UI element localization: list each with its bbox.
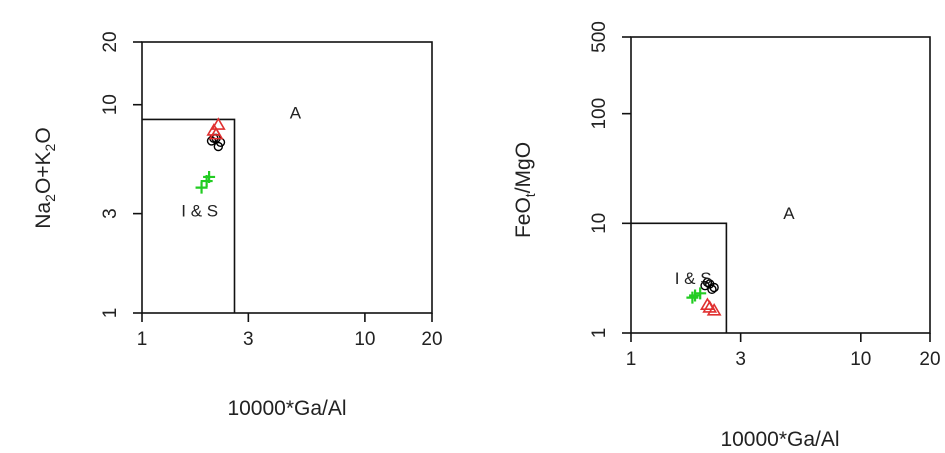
y-tick-label: 1: [100, 308, 121, 319]
y-tick-label: 1: [589, 328, 610, 339]
chart-panel-1: 1 3 10 20 1 3 10 20 A I & S 10000*Ga/Al Na2O+K2…: [32, 31, 443, 420]
x-tick-label: 10: [850, 349, 871, 370]
x-tick-label: 1: [137, 329, 148, 350]
x-axis-label-1: 10000*Ga/Al: [227, 397, 346, 420]
field-label-a-1: A: [290, 103, 302, 122]
data-point-triangle: [210, 117, 226, 130]
y-tick-label: 10: [589, 213, 610, 234]
field-label-is-1: I & S: [181, 202, 218, 221]
field-label-is-2: I & S: [675, 269, 712, 288]
data-point-triangle: [206, 123, 222, 136]
data-point-plus: [689, 289, 702, 302]
data-point-triangle: [700, 297, 715, 311]
x-tick-label: 20: [421, 329, 442, 350]
x-tick-label: 1: [626, 349, 637, 370]
y-tick-label: 100: [589, 98, 610, 130]
y-axis-label-2: FeOt/MgO: [512, 142, 538, 238]
x-tick-label: 3: [735, 349, 746, 370]
data-point-plus: [694, 287, 707, 300]
y-tick-label: 3: [100, 208, 121, 219]
plot-frame-2: [630, 36, 931, 334]
data-point-plus: [195, 181, 208, 194]
y-axis-label-1: Na2O+K2O: [32, 127, 58, 228]
x-tick-label: 20: [919, 349, 940, 370]
data-point-circle: [213, 141, 224, 152]
field-boundary-2: [631, 222, 728, 333]
plot-frame-1: [141, 41, 433, 314]
data-point-plus: [203, 170, 216, 183]
data-point-plus: [686, 291, 699, 304]
chart-panel-2: 1 3 10 20 1 10 100 500 A I & S 10000*Ga/Al FeOt…: [512, 21, 941, 451]
x-tick-label: 3: [243, 329, 254, 350]
data-point-circle: [707, 284, 717, 295]
data-point-circle: [702, 277, 713, 287]
y-tick-label: 10: [100, 94, 121, 115]
field-boundary-1: [142, 118, 236, 313]
y-tick-label: 500: [589, 21, 610, 53]
data-point-circle: [709, 282, 719, 293]
x-tick-label: 10: [354, 329, 375, 350]
field-label-a-2: A: [783, 204, 795, 223]
x-axis-label-2: 10000*Ga/Al: [720, 428, 839, 451]
y-tick-label: 20: [100, 31, 121, 52]
